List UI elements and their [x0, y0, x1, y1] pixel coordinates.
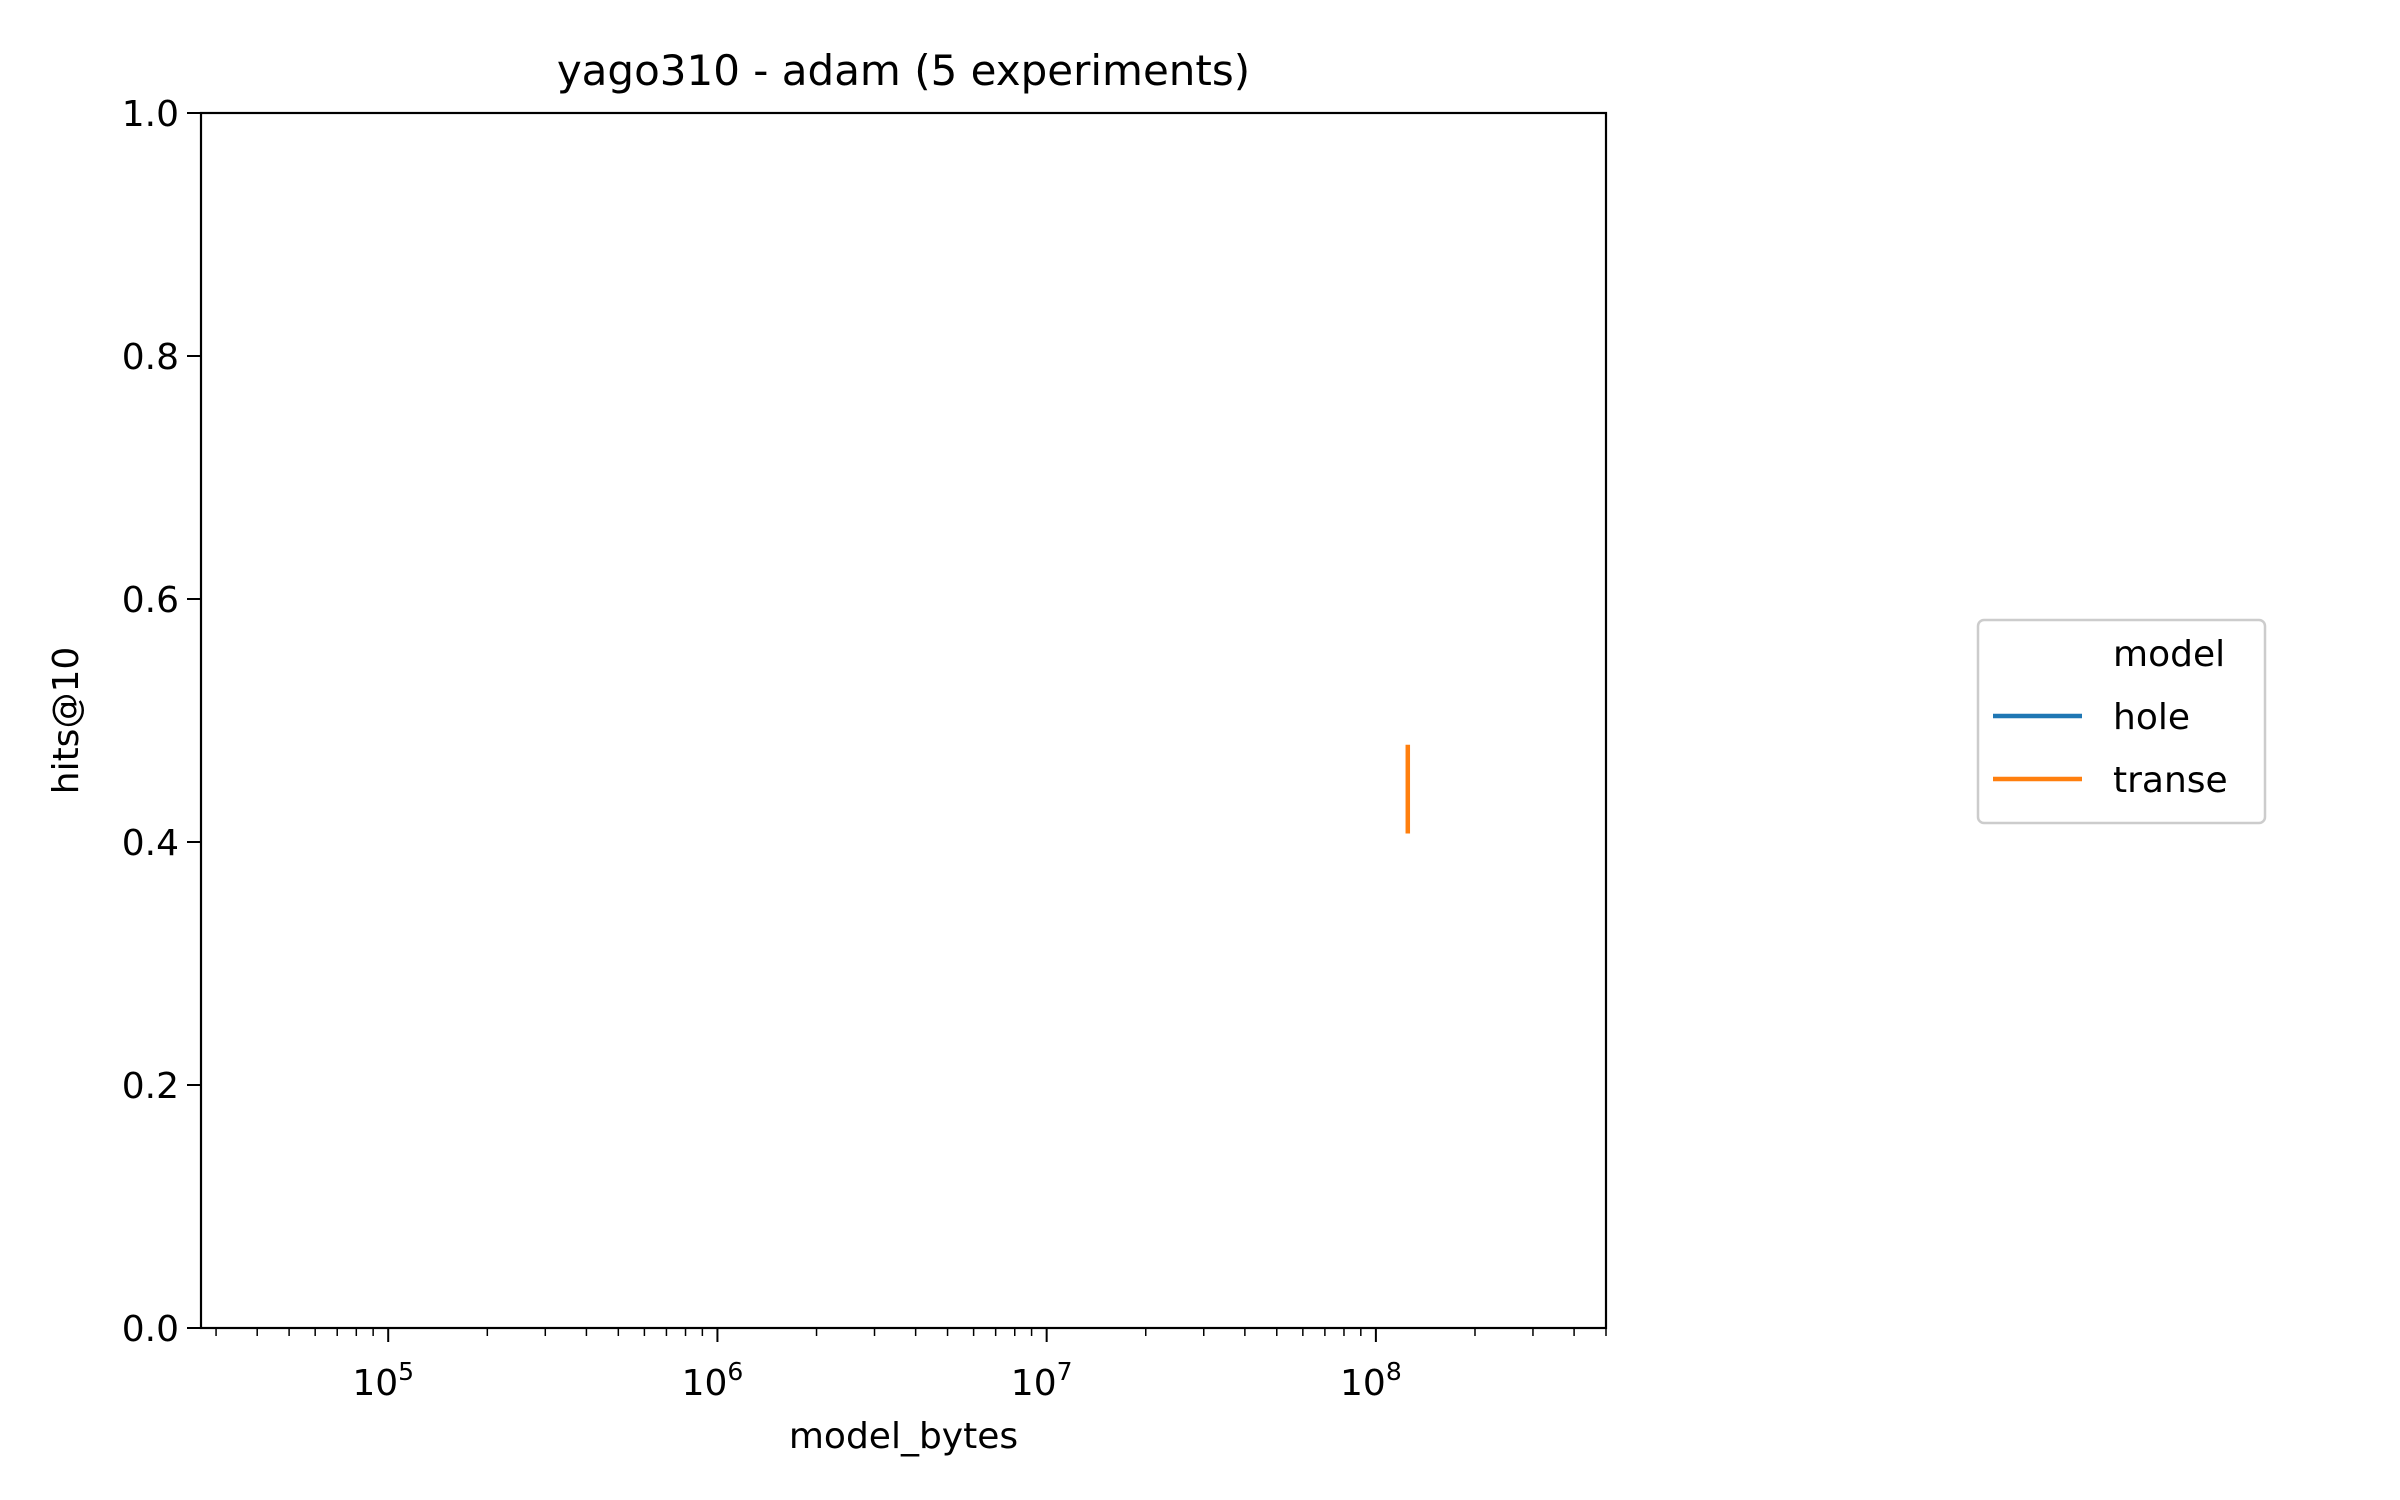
x-tick-label: 105 [352, 1357, 414, 1404]
y-tick-label: 0.8 [122, 337, 179, 378]
y-tick-label: 1.0 [122, 94, 179, 135]
legend-box [1976, 618, 2267, 825]
x-axis-label: model_bytes [789, 1416, 1018, 1457]
plot-frame [199, 111, 1608, 1330]
legend-item-transe: transe [1993, 760, 2228, 801]
legend-label: hole [2113, 697, 2190, 738]
y-tick-label: 0.0 [122, 1309, 179, 1350]
legend-label: transe [2113, 760, 2228, 801]
y-axis-label: hits@10 [46, 647, 87, 795]
x-tick-label: 107 [1011, 1357, 1073, 1404]
y-tick-label: 0.6 [122, 580, 179, 621]
axes: 0.0 0.2 0.4 0.6 0.8 1.0 105 106 107 108 [122, 94, 1608, 1404]
x-tick-label: 108 [1340, 1357, 1402, 1404]
y-tick-label: 0.2 [122, 1066, 179, 1107]
legend-item-hole: hole [1993, 697, 2190, 738]
x-tick-label: 106 [682, 1357, 744, 1404]
legend-title: model [2113, 634, 2225, 675]
y-tick-label: 0.4 [122, 823, 179, 864]
legend: model hole transe [1976, 618, 2267, 825]
chart-title: yago310 - adam (5 experiments) [557, 46, 1250, 95]
